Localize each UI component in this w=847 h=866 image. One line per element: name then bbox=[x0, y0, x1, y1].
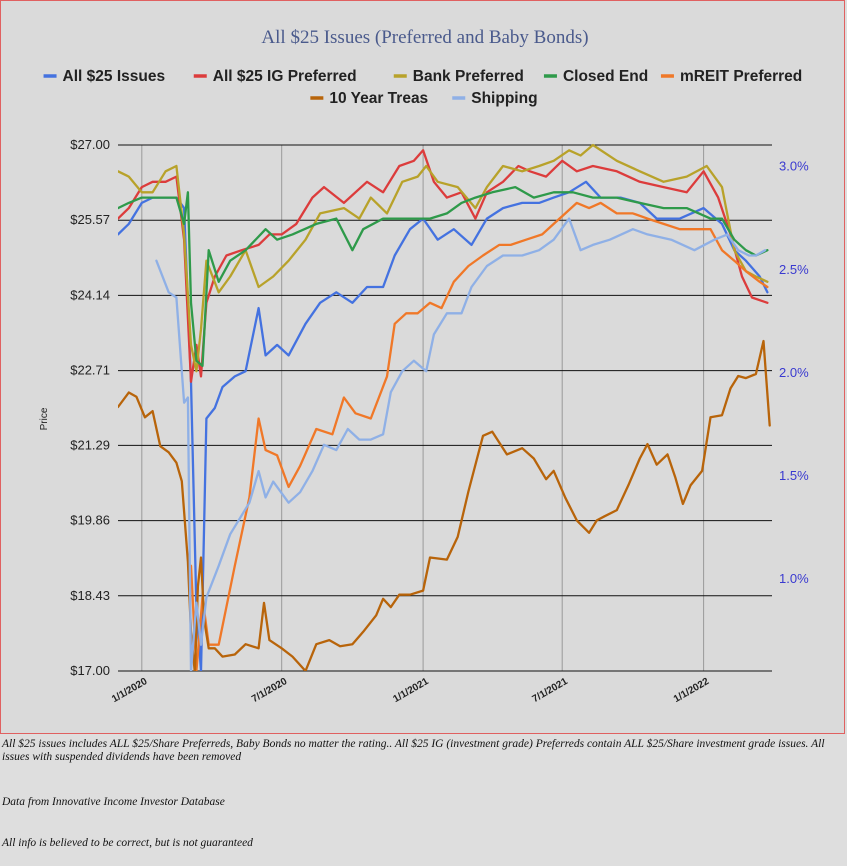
y-tick-label: $19.86 bbox=[70, 513, 110, 528]
line-chart: All $25 Issues (Preferred and Baby Bonds… bbox=[39, 27, 809, 705]
legend-item: Bank Preferred bbox=[393, 68, 524, 85]
legend-label: Closed End bbox=[563, 68, 648, 85]
y2-tick-label: 1.0% bbox=[779, 571, 809, 586]
note-text: All info is believed to be correct, but … bbox=[2, 837, 253, 849]
series-line bbox=[189, 201, 769, 671]
legend: All $25 Issues All $25 IG Preferred Bank P… bbox=[43, 68, 802, 107]
legend-label: Bank Preferred bbox=[413, 68, 524, 85]
y-tick-label: $25.57 bbox=[70, 212, 110, 227]
legend-label: Shipping bbox=[471, 90, 537, 107]
legend-item: All $25 Issues bbox=[43, 68, 166, 85]
y2-tick-label: 2.0% bbox=[779, 365, 809, 380]
y-tick-label: $17.00 bbox=[70, 663, 110, 678]
legend-label: 10 Year Treas bbox=[329, 90, 428, 107]
y2-axis: 3.0% 2.5% 2.0% 1.5% 1.0% bbox=[779, 159, 809, 587]
x-tick-label: 7/1/2020 bbox=[250, 676, 290, 705]
x-tick-label: 1/1/2022 bbox=[672, 676, 712, 705]
y-tick-label: $22.71 bbox=[70, 363, 110, 378]
y2-tick-label: 3.0% bbox=[779, 159, 809, 174]
y-tick-label: $27.00 bbox=[70, 137, 110, 152]
x-tick-label: 1/1/2021 bbox=[391, 676, 431, 705]
series-line bbox=[118, 149, 769, 383]
series-line bbox=[118, 143, 769, 373]
x-axis: 1/1/2020 7/1/2020 1/1/2021 7/1/2021 1/1/2022 bbox=[110, 676, 711, 705]
legend-item: Closed End bbox=[543, 68, 648, 85]
y-tick-label: $24.14 bbox=[70, 287, 110, 302]
legend-label: All $25 IG Preferred bbox=[213, 68, 357, 85]
chart-frame: All $25 Issues (Preferred and Baby Bonds… bbox=[0, 0, 845, 734]
y-axis-label: Price bbox=[39, 407, 50, 430]
y-tick-label: $18.43 bbox=[70, 588, 110, 603]
note-text: Data from Innovative Income Investor Dat… bbox=[2, 796, 225, 808]
series-line bbox=[118, 180, 769, 671]
notes: All $25 issues includes ALL $25/Share Pr… bbox=[2, 738, 842, 849]
chart-title: All $25 Issues (Preferred and Baby Bonds… bbox=[261, 27, 588, 48]
legend-label: All $25 Issues bbox=[63, 68, 166, 85]
y2-tick-label: 1.5% bbox=[779, 468, 809, 483]
x-tick-label: 1/1/2020 bbox=[110, 676, 150, 705]
plot-area bbox=[118, 143, 771, 671]
series-line bbox=[118, 185, 769, 368]
legend-label: mREIT Preferred bbox=[680, 68, 802, 85]
series-line bbox=[118, 339, 771, 671]
gridlines bbox=[118, 144, 772, 672]
legend-item: mREIT Preferred bbox=[660, 68, 802, 85]
series-line bbox=[155, 217, 767, 671]
y-tick-label: $21.29 bbox=[70, 437, 110, 452]
y2-tick-label: 2.5% bbox=[779, 262, 809, 277]
legend-item: 10 Year Treas bbox=[310, 90, 428, 107]
x-tick-label: 7/1/2021 bbox=[530, 676, 570, 705]
note-text: All $25 issues includes ALL $25/Share Pr… bbox=[2, 738, 825, 763]
legend-item: Shipping bbox=[452, 90, 538, 107]
y-axis: $27.00 $25.57 $24.14 $22.71 $21.29 $19.86 $18.… bbox=[70, 137, 110, 678]
legend-item: All $25 IG Preferred bbox=[193, 68, 357, 85]
